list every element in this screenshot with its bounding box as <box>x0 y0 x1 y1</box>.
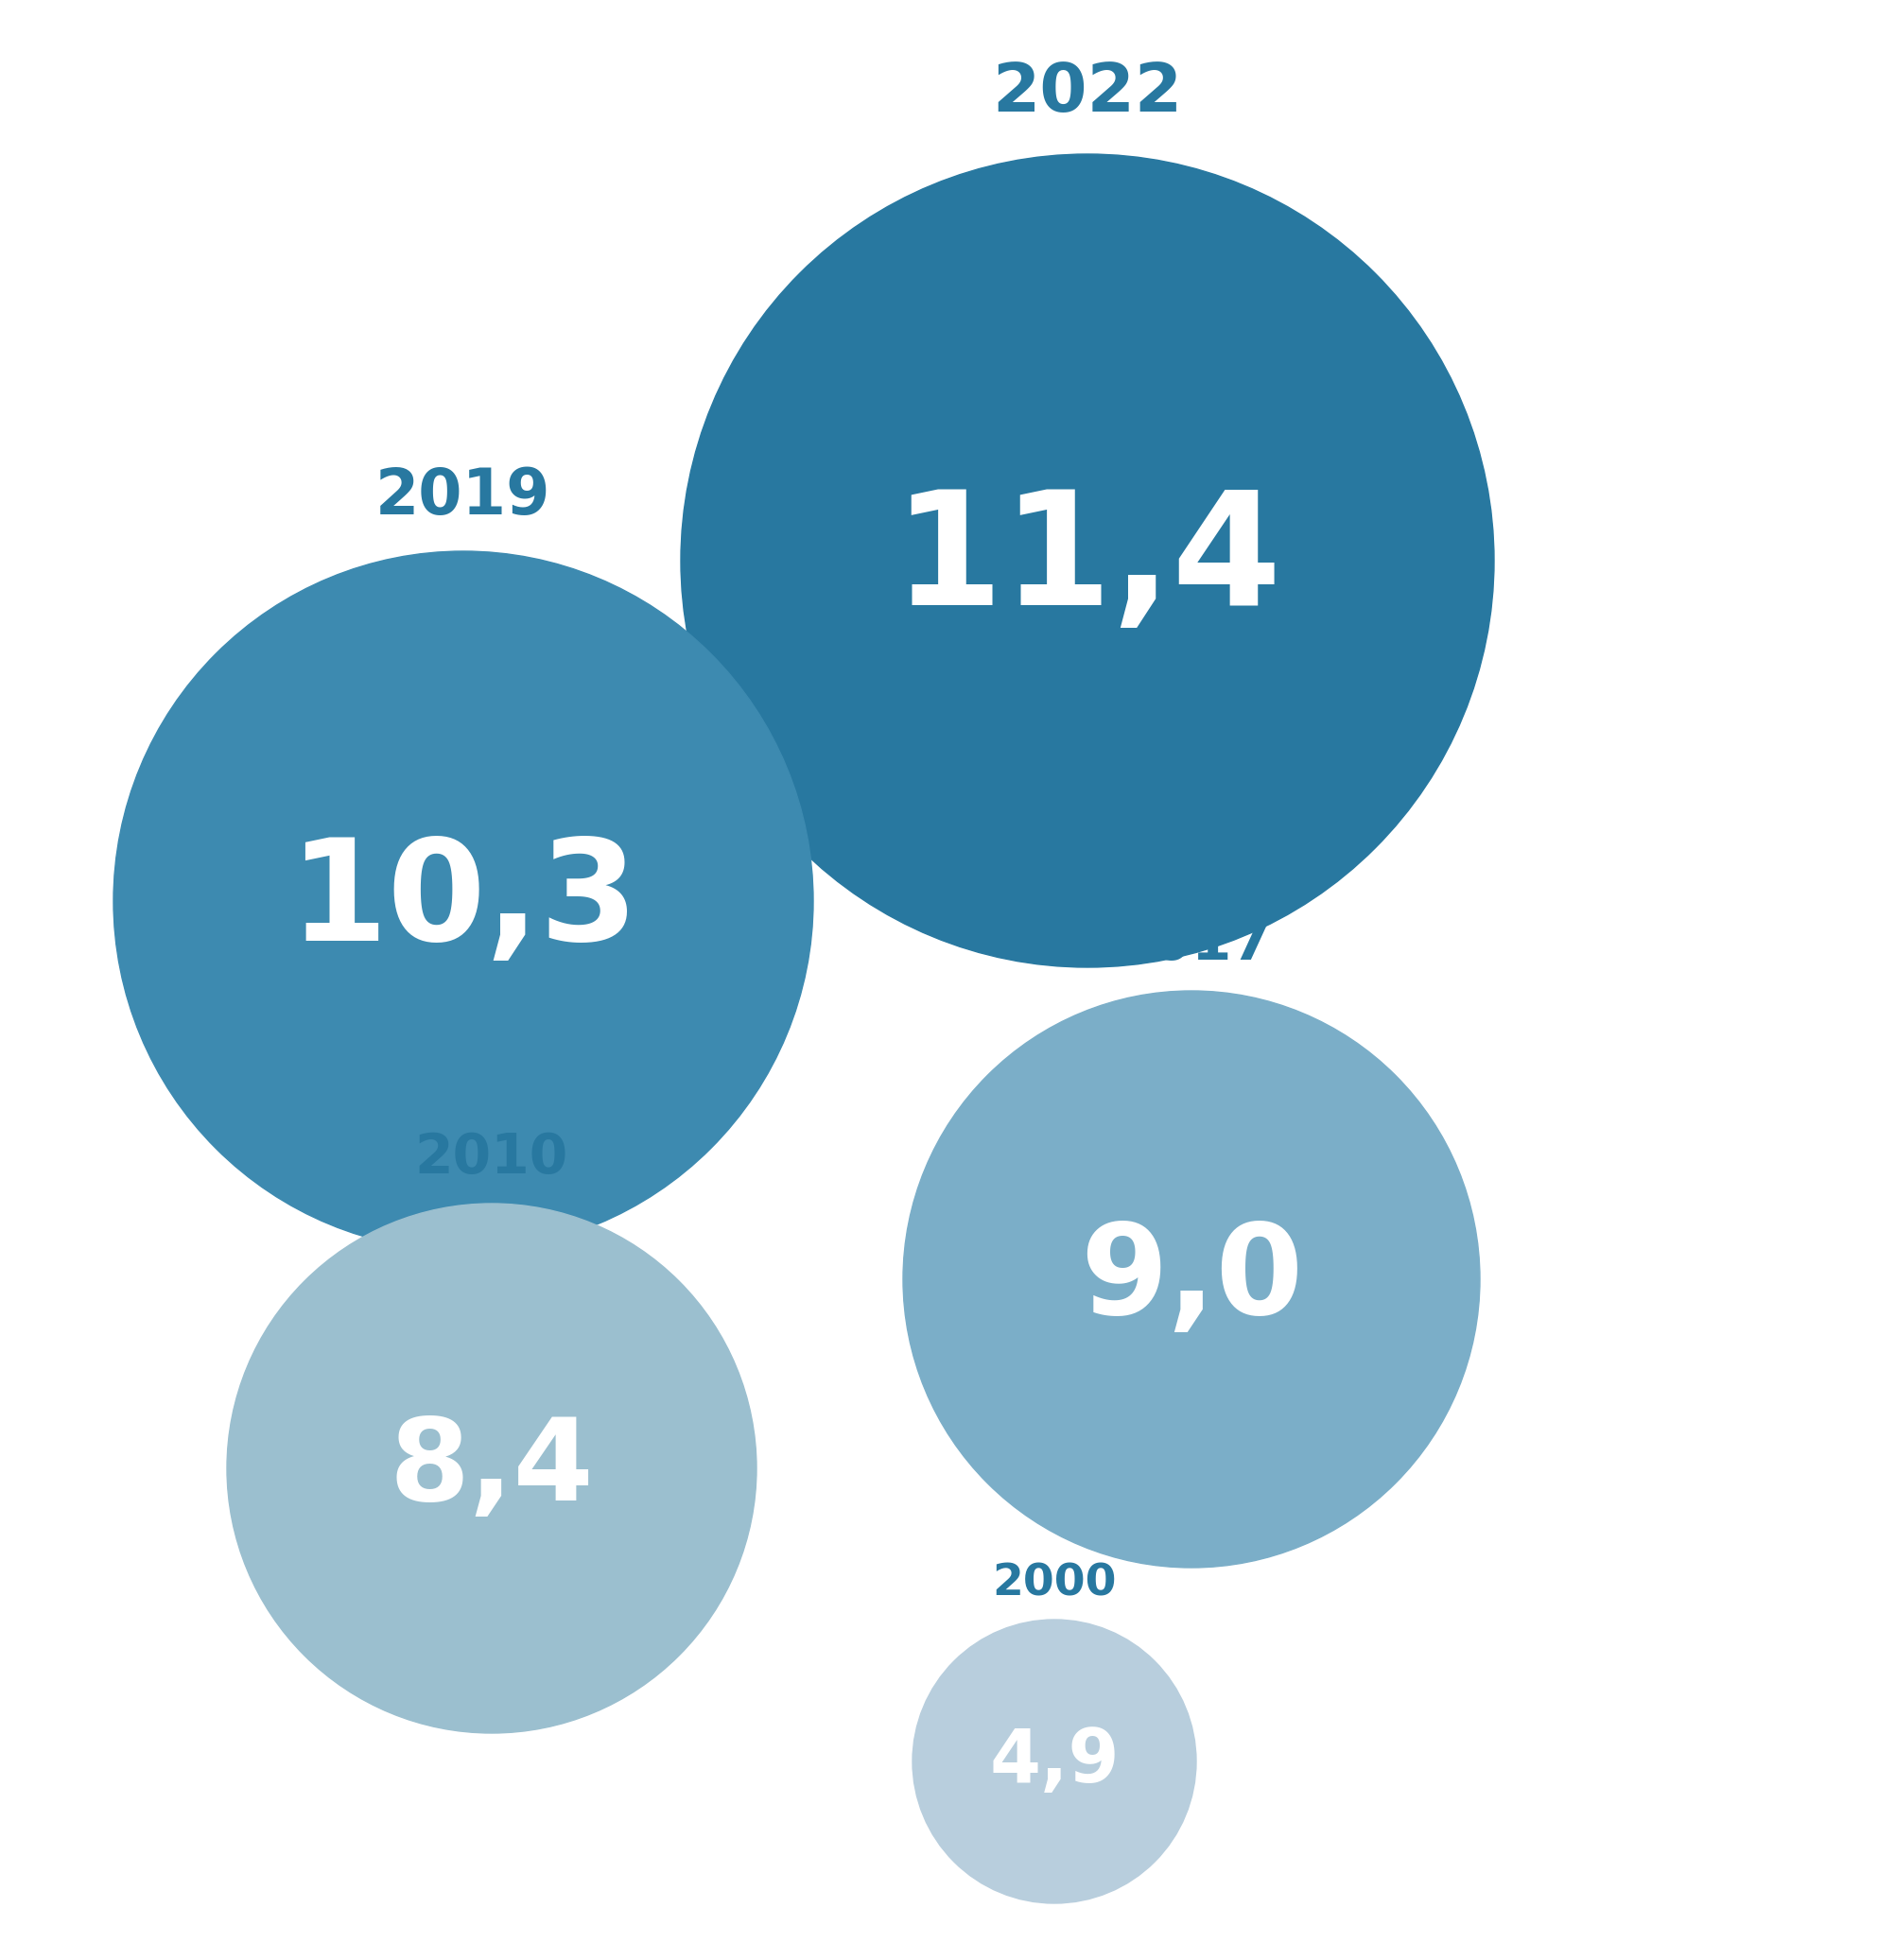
Circle shape <box>904 992 1480 1568</box>
Circle shape <box>913 1619 1196 1903</box>
Circle shape <box>227 1203 756 1733</box>
Text: 9,0: 9,0 <box>1080 1217 1304 1341</box>
Text: 2022: 2022 <box>993 61 1182 125</box>
Text: 4,9: 4,9 <box>989 1725 1120 1797</box>
Text: 2010: 2010 <box>415 1131 568 1184</box>
Text: 2019: 2019 <box>375 465 551 527</box>
Text: 10,3: 10,3 <box>288 833 639 970</box>
Text: 8,4: 8,4 <box>388 1413 595 1523</box>
Text: 11,4: 11,4 <box>893 484 1281 637</box>
Text: 2000: 2000 <box>993 1562 1116 1605</box>
Circle shape <box>680 155 1493 966</box>
Circle shape <box>114 551 813 1250</box>
Text: 2017: 2017 <box>1110 915 1272 972</box>
